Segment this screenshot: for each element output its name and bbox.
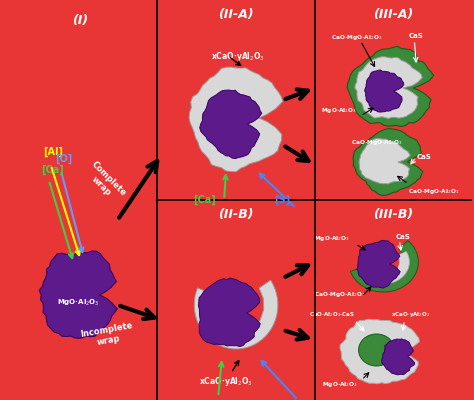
Polygon shape — [353, 128, 423, 195]
Text: CaO·MgO·Al$_2$O$_3$: CaO·MgO·Al$_2$O$_3$ — [351, 138, 402, 147]
Text: MgO·Al$_2$O$_3$: MgO·Al$_2$O$_3$ — [321, 106, 357, 115]
Text: MgO·Al$_2$O$_3$: MgO·Al$_2$O$_3$ — [57, 298, 100, 308]
Text: (III-B): (III-B) — [374, 208, 413, 221]
Polygon shape — [365, 252, 410, 284]
Text: CaO·Al$_2$O$_3$·CaS: CaO·Al$_2$O$_3$·CaS — [309, 310, 355, 319]
Polygon shape — [194, 280, 278, 349]
Polygon shape — [357, 240, 400, 288]
Text: CaS: CaS — [416, 154, 431, 160]
Polygon shape — [355, 57, 422, 118]
Polygon shape — [200, 90, 262, 158]
Text: [O]: [O] — [55, 154, 72, 164]
Text: (III-A): (III-A) — [374, 8, 414, 21]
Text: CaO·MgO·Al$_2$O$_3$: CaO·MgO·Al$_2$O$_3$ — [314, 290, 365, 299]
Polygon shape — [365, 70, 404, 112]
Polygon shape — [359, 138, 410, 184]
Text: Complete
wrap: Complete wrap — [82, 159, 128, 205]
Polygon shape — [350, 240, 419, 292]
Text: [S]: [S] — [274, 195, 290, 205]
Polygon shape — [39, 251, 117, 338]
Text: xCaO·yAl$_2$O$_3$: xCaO·yAl$_2$O$_3$ — [211, 50, 265, 63]
Text: xCaO·yAl$_2$O$_3$: xCaO·yAl$_2$O$_3$ — [199, 375, 253, 388]
Text: CaS: CaS — [395, 234, 410, 240]
Text: CaO·MgO·Al$_2$O$_3$: CaO·MgO·Al$_2$O$_3$ — [409, 187, 460, 196]
Polygon shape — [340, 319, 419, 384]
Text: (II-B): (II-B) — [219, 208, 254, 221]
Text: [Al]: [Al] — [43, 147, 63, 157]
Text: [Ca]: [Ca] — [193, 195, 216, 205]
Ellipse shape — [359, 334, 394, 366]
Text: CaS: CaS — [409, 33, 423, 39]
Text: [Ca]: [Ca] — [41, 165, 64, 175]
Polygon shape — [199, 278, 260, 346]
Polygon shape — [347, 46, 434, 126]
Text: (I): (I) — [72, 14, 88, 27]
Text: MgO·Al$_2$O$_3$: MgO·Al$_2$O$_3$ — [314, 234, 350, 243]
Text: MgO·Al$_2$O$_3$: MgO·Al$_2$O$_3$ — [322, 380, 358, 389]
Polygon shape — [189, 67, 283, 172]
Text: CaO·MgO·Al$_2$O$_3$: CaO·MgO·Al$_2$O$_3$ — [331, 33, 382, 42]
Text: xCaO·yAl$_2$O$_3$: xCaO·yAl$_2$O$_3$ — [392, 310, 431, 319]
Text: (II-A): (II-A) — [218, 8, 254, 21]
Polygon shape — [382, 339, 415, 375]
Text: Incomplete
wrap: Incomplete wrap — [80, 321, 136, 349]
